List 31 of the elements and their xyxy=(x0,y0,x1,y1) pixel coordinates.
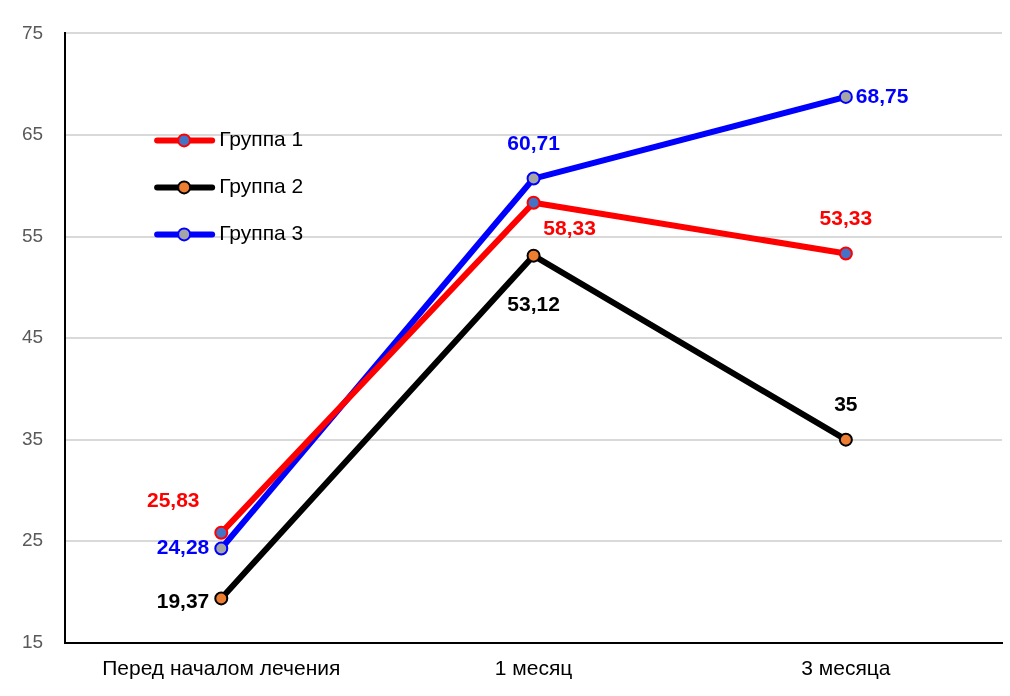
y-tick-label: 35 xyxy=(21,427,44,449)
data-label: 35 xyxy=(834,392,858,416)
point xyxy=(214,541,229,556)
data-label: 58,33 xyxy=(543,215,596,239)
y-tick-label: 25 xyxy=(21,529,44,551)
point xyxy=(526,248,541,263)
x-tick-label: 3 месяца xyxy=(801,656,891,680)
x-tick-label: Перед началом лечения xyxy=(102,656,341,680)
point xyxy=(526,195,541,210)
point xyxy=(838,89,853,104)
y-tick-label: 45 xyxy=(21,326,44,348)
point xyxy=(838,432,853,447)
legend-label: Группа 2 xyxy=(219,174,304,198)
data-label: 24,28 xyxy=(156,535,210,559)
y-tick-label: 65 xyxy=(21,123,44,145)
x-tick-label: 1 месяц xyxy=(494,656,573,680)
data-label: 53,12 xyxy=(507,292,560,316)
data-label: 25,83 xyxy=(147,487,200,511)
point xyxy=(214,525,229,540)
data-label: 19,37 xyxy=(156,589,210,613)
data-label: 68,75 xyxy=(855,83,909,107)
point xyxy=(838,246,853,261)
point xyxy=(526,171,541,186)
point xyxy=(214,591,229,606)
legend-label: Группа 1 xyxy=(219,127,304,151)
data-label: 53,33 xyxy=(819,206,873,230)
data-label: 60,71 xyxy=(507,131,561,155)
y-tick-label: 15 xyxy=(21,631,44,653)
y-tick-label: 75 xyxy=(21,21,44,43)
y-tick-label: 55 xyxy=(21,224,44,246)
legend-label: Группа 3 xyxy=(219,221,304,245)
